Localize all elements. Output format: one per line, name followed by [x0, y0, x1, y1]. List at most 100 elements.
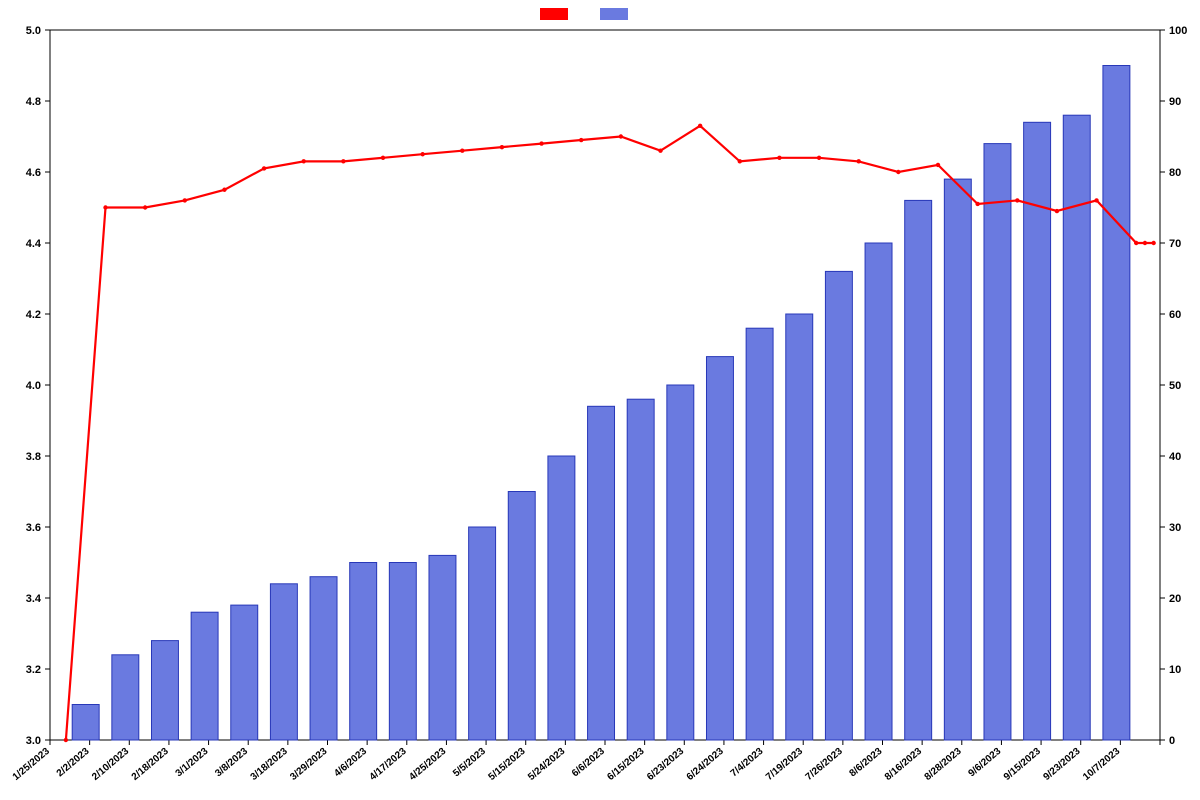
line-marker [817, 156, 821, 160]
bar [706, 357, 733, 740]
x-tick-label: 7/26/2023 [804, 746, 845, 783]
x-tick-label: 3/8/2023 [213, 746, 250, 780]
line-marker [1151, 241, 1155, 245]
x-tick-label: 6/23/2023 [645, 746, 686, 783]
bar [72, 705, 99, 741]
line-marker [381, 156, 385, 160]
line-marker [698, 124, 702, 128]
line-marker [658, 149, 662, 153]
bar [350, 563, 377, 741]
y-left-tick-label: 3.0 [26, 735, 41, 747]
bar [112, 655, 139, 740]
bar [548, 456, 575, 740]
x-tick-label: 8/6/2023 [848, 746, 885, 780]
bar [389, 563, 416, 741]
bar [905, 200, 932, 740]
bar [469, 527, 496, 740]
bar [151, 641, 178, 740]
x-tick-label: 3/29/2023 [288, 746, 329, 783]
line-marker [103, 205, 107, 209]
x-tick-label: 6/6/2023 [570, 746, 607, 780]
y-left-tick-label: 5.0 [26, 25, 41, 37]
x-tick-label: 5/5/2023 [451, 746, 488, 780]
line-marker [1094, 198, 1098, 202]
line-marker [1015, 198, 1019, 202]
y-left-tick-label: 3.8 [26, 451, 41, 463]
x-tick-label: 7/4/2023 [729, 746, 766, 780]
bar [588, 406, 615, 740]
x-tick-label: 1/25/2023 [11, 746, 52, 783]
y-left-tick-label: 4.2 [26, 309, 41, 321]
y-right-tick-label: 80 [1169, 167, 1181, 179]
bar [865, 243, 892, 740]
line-marker [1143, 241, 1147, 245]
y-right-tick-label: 60 [1169, 309, 1181, 321]
line-marker [936, 163, 940, 167]
x-tick-label: 4/17/2023 [368, 746, 409, 783]
x-tick-label: 3/1/2023 [174, 746, 211, 780]
x-tick-label: 8/28/2023 [923, 746, 964, 783]
x-tick-label: 6/24/2023 [685, 746, 726, 783]
line-marker [579, 138, 583, 142]
bar [310, 577, 337, 740]
line-marker [222, 188, 226, 192]
y-left-tick-label: 4.8 [26, 96, 41, 108]
y-right-tick-label: 20 [1169, 593, 1181, 605]
bar [429, 555, 456, 740]
line-marker [420, 152, 424, 156]
y-right-tick-label: 30 [1169, 522, 1181, 534]
bar [944, 179, 971, 740]
bar [1024, 122, 1051, 740]
line-marker [738, 159, 742, 163]
y-left-tick-label: 4.6 [26, 167, 41, 179]
bar [746, 328, 773, 740]
x-tick-label: 8/16/2023 [883, 746, 924, 783]
line-marker [183, 198, 187, 202]
bar [191, 612, 218, 740]
line-marker [143, 205, 147, 209]
legend-swatch [540, 8, 568, 20]
x-tick-label: 3/18/2023 [249, 746, 290, 783]
line-marker [975, 202, 979, 206]
line-marker [896, 170, 900, 174]
bar [786, 314, 813, 740]
x-tick-label: 4/25/2023 [407, 746, 448, 783]
x-tick-label: 2/18/2023 [130, 746, 171, 783]
y-right-tick-label: 100 [1169, 25, 1187, 37]
x-tick-label: 5/24/2023 [526, 746, 567, 783]
line-marker [777, 156, 781, 160]
x-tick-label: 9/6/2023 [966, 746, 1003, 780]
y-right-tick-label: 50 [1169, 380, 1181, 392]
line-marker [302, 159, 306, 163]
line-marker [539, 141, 543, 145]
y-right-tick-label: 40 [1169, 451, 1181, 463]
line-marker [262, 166, 266, 170]
x-tick-label: 4/6/2023 [332, 746, 369, 780]
x-tick-label: 9/15/2023 [1002, 746, 1043, 783]
line-marker [1134, 241, 1138, 245]
legend-swatch [600, 8, 628, 20]
bar [627, 399, 654, 740]
bar [231, 605, 258, 740]
bar [984, 144, 1011, 740]
y-left-tick-label: 3.6 [26, 522, 41, 534]
line-marker [64, 738, 68, 742]
y-left-tick-label: 3.4 [26, 593, 42, 605]
line-marker [500, 145, 504, 149]
line-marker [1055, 209, 1059, 213]
line-marker [857, 159, 861, 163]
y-right-tick-label: 10 [1169, 664, 1181, 676]
line-marker [341, 159, 345, 163]
y-right-tick-label: 0 [1169, 735, 1175, 747]
y-left-tick-label: 4.4 [26, 238, 42, 250]
x-tick-label: 9/23/2023 [1041, 746, 1082, 783]
bar [1103, 66, 1130, 741]
y-left-tick-label: 4.0 [26, 380, 41, 392]
bar [508, 492, 535, 741]
x-tick-label: 7/19/2023 [764, 746, 805, 783]
bar [270, 584, 297, 740]
chart-container: 3.03.23.43.63.84.04.24.44.64.85.00102030… [0, 0, 1200, 800]
line-marker [460, 149, 464, 153]
line-marker [619, 134, 623, 138]
chart-svg: 3.03.23.43.63.84.04.24.44.64.85.00102030… [0, 0, 1200, 800]
